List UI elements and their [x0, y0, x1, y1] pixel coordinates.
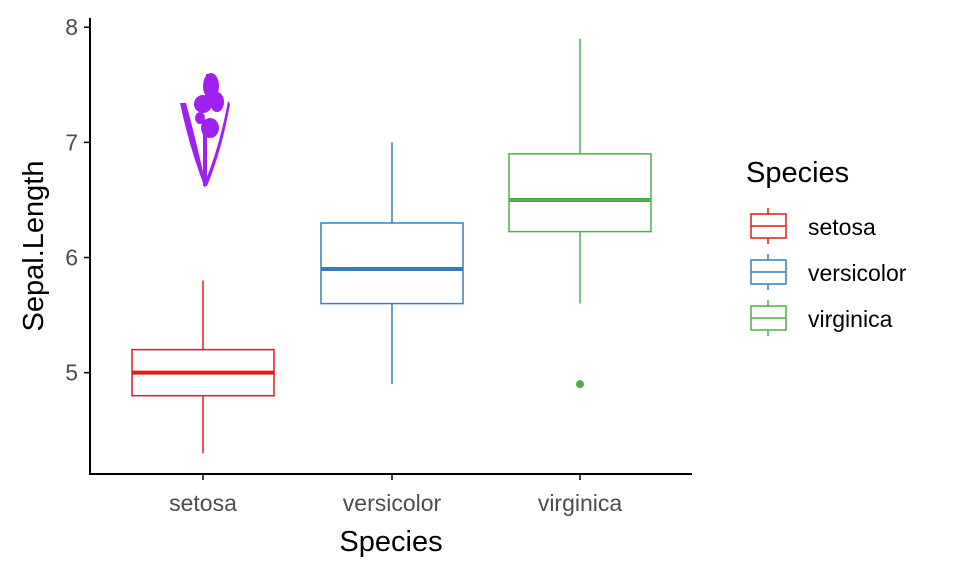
outlier-point [576, 380, 584, 389]
plot-area [131, 38, 652, 454]
box-virginica [508, 38, 652, 389]
y-tick-label: 5 [65, 360, 78, 386]
x-axis-title: Species [339, 526, 442, 558]
y-tick-label: 6 [65, 245, 78, 271]
y-axis-title: Sepal.Length [18, 161, 50, 332]
legend-label: virginica [808, 306, 893, 332]
x-tick-label: setosa [169, 490, 237, 516]
legend-label: setosa [808, 214, 876, 240]
x-axis-ticks: setosa versicolor virginica [169, 474, 622, 516]
legend: Species setosa versicolor virginica [746, 157, 907, 336]
y-tick-label: 7 [65, 129, 78, 155]
legend-item-virginica: virginica [750, 300, 893, 336]
box-versicolor [320, 142, 464, 385]
legend-item-versicolor: versicolor [750, 254, 907, 290]
y-tick-label: 8 [65, 14, 78, 40]
x-tick-label: virginica [538, 490, 623, 516]
legend-label: versicolor [808, 260, 907, 286]
box-setosa [131, 280, 275, 454]
iqr-box [508, 153, 652, 233]
y-axis-ticks: 5 6 7 8 [65, 14, 90, 386]
iqr-box [320, 222, 464, 305]
iris-flower-icon [180, 73, 230, 188]
legend-title: Species [746, 157, 849, 189]
legend-item-setosa: setosa [750, 208, 876, 244]
x-tick-label: versicolor [343, 490, 442, 516]
